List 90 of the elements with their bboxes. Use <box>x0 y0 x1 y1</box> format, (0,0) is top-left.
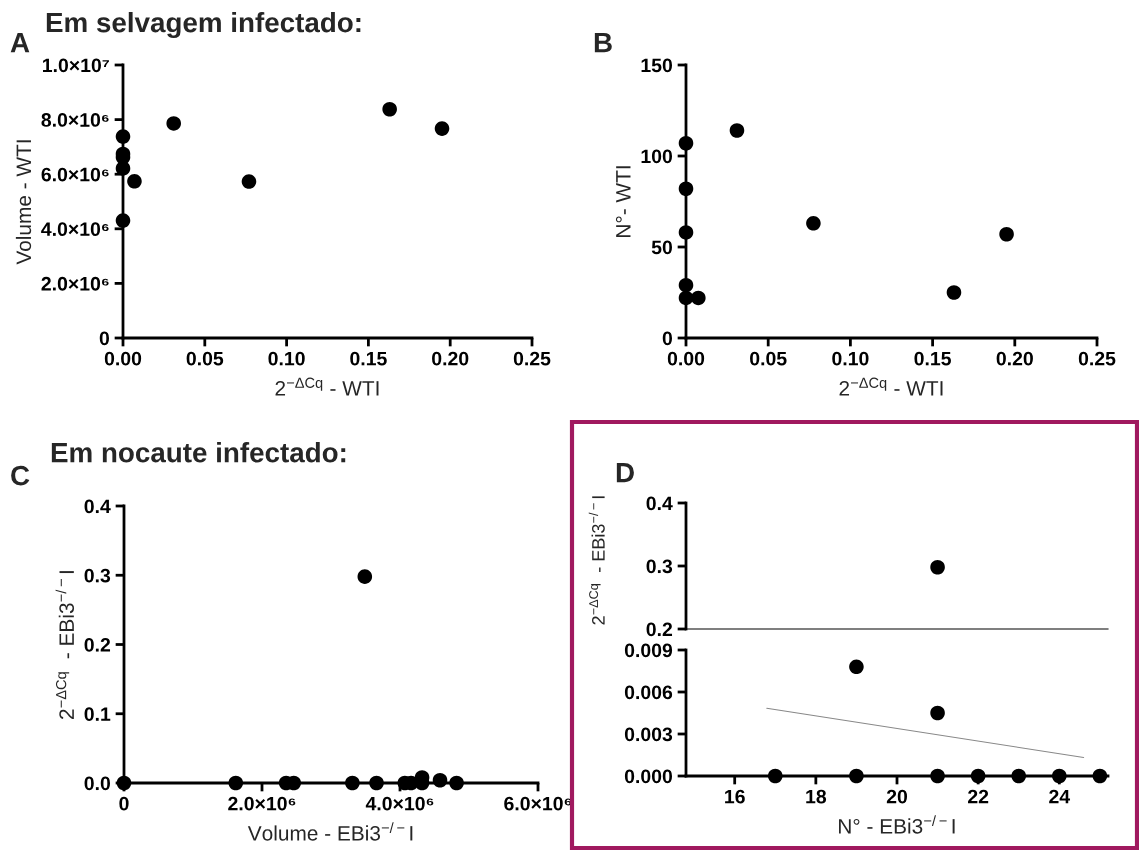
x-tick-label: 0.25 <box>1078 351 1116 366</box>
point <box>930 768 945 784</box>
text: A <box>10 33 30 53</box>
y-tick-label: 150 <box>641 58 673 73</box>
x-tick-label: 0.10 <box>268 351 305 366</box>
x-axis-title: N° - EBi3$^{−/−}$I <box>839 815 955 834</box>
point <box>241 174 257 189</box>
y-axis-title: 2$^{−ΔCq}$ - EBi3$^{−/−}$I <box>588 496 605 625</box>
point <box>767 768 783 784</box>
point <box>115 161 131 176</box>
x-axis-title: 2$^{−ΔCq}$ - WTI <box>839 377 943 396</box>
x-tick-label: 22 <box>968 789 989 804</box>
point <box>1052 768 1067 784</box>
point <box>806 216 821 231</box>
point <box>970 768 986 784</box>
x-tick-label: 18 <box>806 789 827 804</box>
point <box>678 277 694 293</box>
x-tick-label: 0.25 <box>513 351 551 366</box>
y-tick-label: 0.3 <box>84 568 111 583</box>
chart-title: Em nocaute infectado: <box>51 442 346 463</box>
point <box>1092 768 1108 784</box>
x-tick-label: 0.15 <box>350 351 387 366</box>
x-tick-label: 0.15 <box>914 351 951 366</box>
y-tick-label: 6.0×10⁶ <box>41 167 109 182</box>
y-tick-label: 0.000 <box>624 769 673 784</box>
x-tick-label: 24 <box>1049 789 1071 804</box>
point <box>115 213 131 228</box>
point <box>678 225 694 240</box>
y-tick-label: 0 <box>99 331 110 346</box>
y-tick-label: 2.0×10⁶ <box>41 276 109 291</box>
x-axis-title: Volume - EBi3$^{−/−}$I <box>247 822 413 841</box>
point <box>691 290 706 306</box>
point <box>678 135 694 151</box>
y-axis-title: 2$^{−ΔCq}$ - EBi3$^{−/−}$I <box>55 571 75 719</box>
point <box>849 768 864 784</box>
y-axis-title: Volume - WTI <box>15 140 32 265</box>
point <box>345 775 360 791</box>
y-tick-label: 0.009 <box>624 643 673 658</box>
point <box>1011 768 1027 784</box>
x-tick-label: 0.20 <box>432 351 469 366</box>
point <box>999 226 1014 242</box>
y-tick-label: 0.4 <box>84 499 111 514</box>
y-tick-label: 0.003 <box>624 727 673 742</box>
y-tick-label: 0 <box>662 331 673 346</box>
x-tick-label: 16 <box>725 789 745 804</box>
y-tick-label: 0.006 <box>624 685 673 700</box>
chart-title: Em selvagem infectado: <box>46 11 361 39</box>
point <box>930 705 945 721</box>
point <box>228 775 244 791</box>
y-axis-title: N°- WTI <box>615 166 631 237</box>
y-tick-label: 0.2 <box>84 637 111 652</box>
y-tick-label: 0.3 <box>646 559 673 574</box>
x-tick-label: 0.00 <box>104 351 142 366</box>
y-tick-label: 0.1 <box>84 707 111 721</box>
y-tick-label: 8.0×10⁶ <box>41 113 109 127</box>
text: C <box>11 465 30 486</box>
y-tick-label: 4.0×10⁶ <box>41 222 109 237</box>
x-tick-label: 4.0×10⁶ <box>365 796 434 811</box>
y-tick-label: 0.2 <box>646 622 673 637</box>
point <box>678 290 694 306</box>
x-tick-label: 2.0×10⁶ <box>228 796 296 811</box>
y-tick-label: 0.4 <box>646 496 673 511</box>
point <box>729 123 745 138</box>
point <box>357 569 373 584</box>
y-tick-label: 1.0×10⁷ <box>43 58 109 73</box>
x-axis-title: 2$^{−ΔCq}$ - WTI <box>275 377 379 396</box>
point <box>115 129 131 144</box>
point <box>434 121 450 136</box>
point <box>432 772 448 788</box>
point <box>369 775 384 791</box>
point <box>166 116 181 131</box>
point <box>849 659 864 675</box>
point <box>946 285 962 300</box>
x-tick-label: 0.05 <box>186 351 224 366</box>
text: D <box>616 463 634 483</box>
x-tick-label: 0 <box>119 796 129 811</box>
point <box>449 775 464 791</box>
x-tick-label: 20 <box>886 789 908 804</box>
x-tick-label: 0.20 <box>996 351 1033 366</box>
text: B <box>594 33 612 53</box>
y-tick-label: 0.0 <box>84 776 111 791</box>
x-tick-label: 6.0×10⁶ <box>504 796 572 811</box>
point <box>382 101 397 117</box>
point <box>127 174 142 189</box>
x-tick-label: 0.10 <box>832 351 869 366</box>
x-tick-label: 0.05 <box>750 351 787 366</box>
point <box>678 181 694 197</box>
y-tick-label: 100 <box>641 149 673 164</box>
x-tick-label: 0.00 <box>667 351 705 366</box>
y-tick-label: 50 <box>651 240 673 255</box>
